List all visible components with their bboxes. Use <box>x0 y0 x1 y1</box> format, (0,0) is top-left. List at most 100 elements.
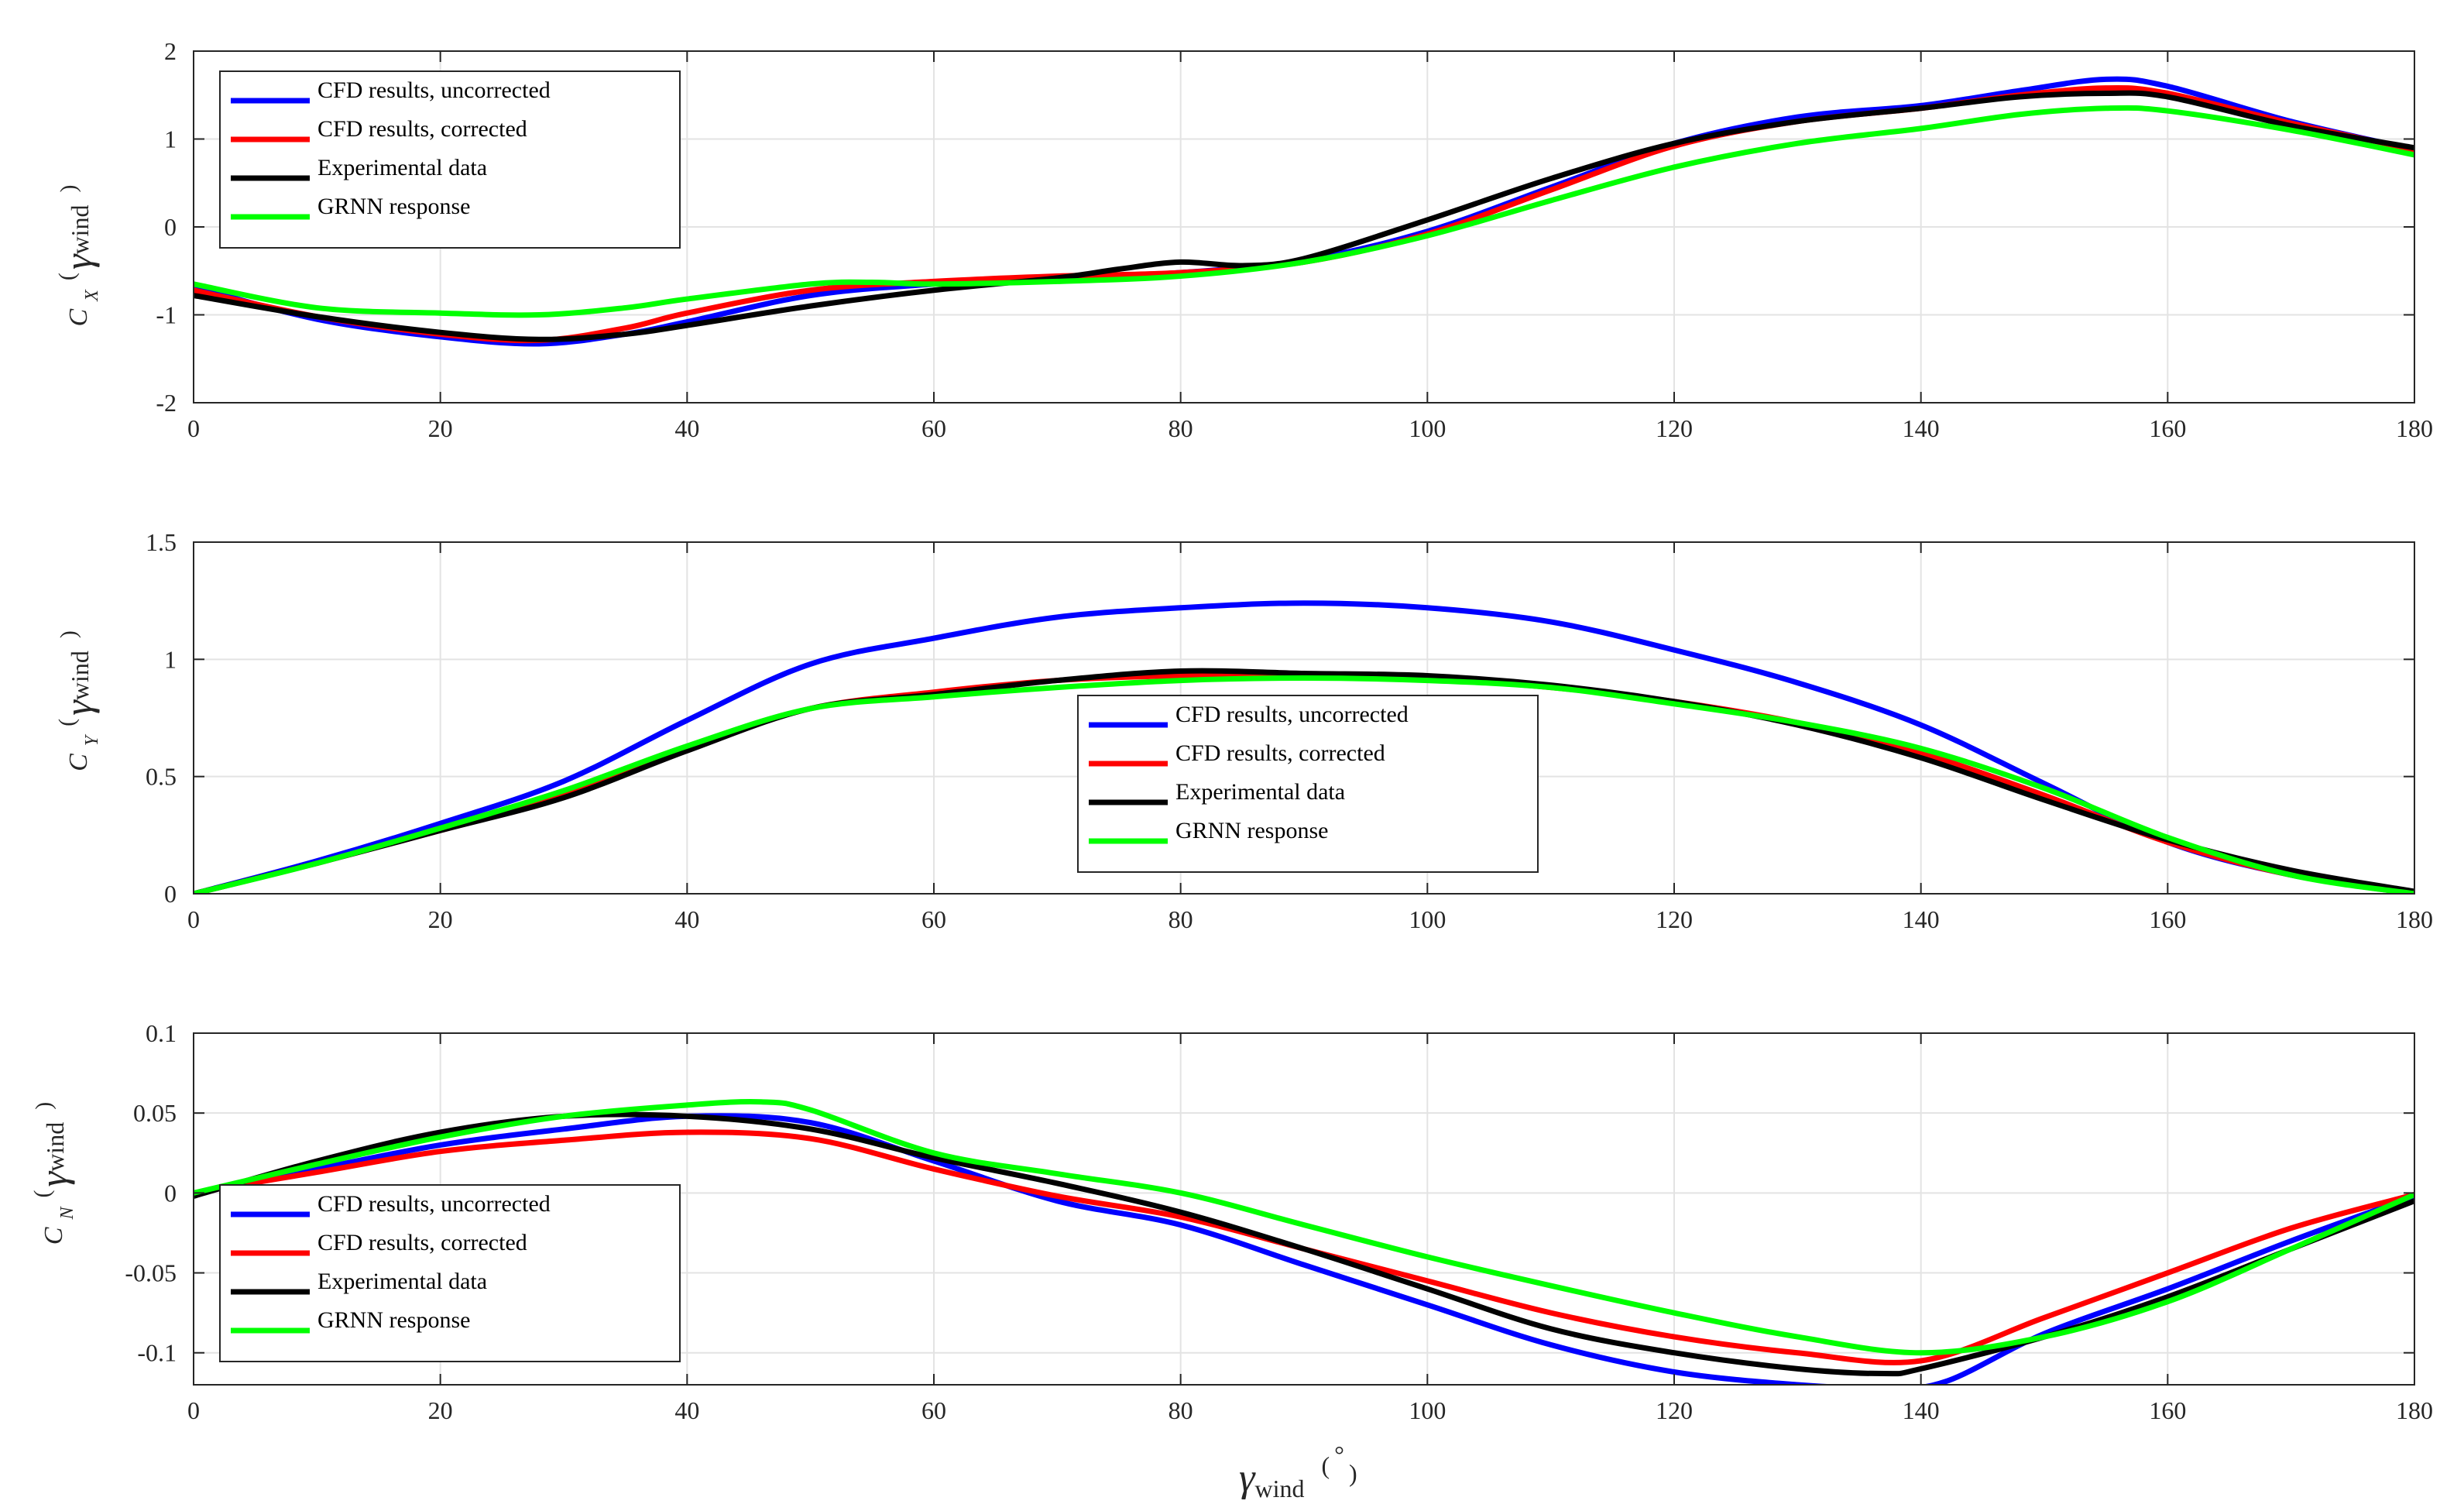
cy-x-tick-label: 20 <box>428 905 453 933</box>
cn-legend-label-0: CFD results, uncorrected <box>317 1191 551 1217</box>
cx-x-tick-label: 80 <box>1169 414 1193 442</box>
cy-x-tick-label: 120 <box>1656 905 1693 933</box>
cn-ylabel-open: ( <box>29 1190 55 1198</box>
cn-panel: 0 20 40 60 80 100 120 140 160 180 -0.1 -0.05 0 0.05 0.… <box>29 1019 2433 1424</box>
cy-x-tick-label: 140 <box>1903 905 1940 933</box>
cy-legend-label-2: Experimental data <box>1175 779 1345 805</box>
cy-x-tick-label: 0 <box>187 905 200 933</box>
cx-series-line-3 <box>194 105 2414 318</box>
cn-x-tick-label: 180 <box>2396 1396 2433 1424</box>
cy-ylabel-sub: Y <box>82 733 102 746</box>
xlabel-unit: ° <box>1334 1441 1344 1468</box>
svg-text:CN(γwind): CN( γwind) <box>29 1102 77 1245</box>
cn-x-tick-label: 120 <box>1656 1396 1693 1424</box>
cn-x-tick-label: 20 <box>428 1396 453 1424</box>
cn-x-tick-label: 40 <box>674 1396 699 1424</box>
cy-legend: CFD results, uncorrected CFD results, cor… <box>1077 695 1539 873</box>
cy-x-tick-label: 60 <box>921 905 946 933</box>
cx-x-tick-label: 100 <box>1409 414 1446 442</box>
cx-legend-label-0: CFD results, uncorrected <box>317 77 551 103</box>
cx-y-tick-label: -2 <box>156 389 177 417</box>
cx-ylabel-c: C <box>64 309 93 327</box>
cx-legend-label-1: CFD results, corrected <box>317 116 527 142</box>
cn-x-tick-label: 140 <box>1903 1396 1940 1424</box>
cn-series-line-0 <box>194 1113 2414 1385</box>
cx-ylabel-gamma: γ <box>57 253 100 270</box>
cy-y-tick-label: 0 <box>164 880 177 908</box>
cy-series-line-3 <box>194 675 2414 894</box>
cn-legend-label-1: CFD results, corrected <box>317 1230 527 1255</box>
cx-y-tick-label: 2 <box>164 37 177 65</box>
x-axis-label: γwind (°) <box>1239 1441 1357 1502</box>
cy-legend-label-0: CFD results, uncorrected <box>1175 702 1409 727</box>
cn-y-tick-label: -0.1 <box>137 1339 177 1367</box>
cn-x-tick-label: 80 <box>1169 1396 1193 1424</box>
cx-x-tick-label: 180 <box>2396 414 2433 442</box>
cx-x-tick-label: 20 <box>428 414 453 442</box>
cx-y-tick-label: 1 <box>164 125 177 153</box>
cy-x-tick-label: 40 <box>674 905 699 933</box>
cn-series-line-3 <box>194 1098 2414 1356</box>
cx-legend: CFD results, uncorrected CFD results, cor… <box>219 70 681 249</box>
cn-x-tick-label: 100 <box>1409 1396 1446 1424</box>
cx-ylabel-wind: wind <box>66 204 94 254</box>
cx-ylabel-close: ) <box>56 184 81 192</box>
cy-legend-label-1: CFD results, corrected <box>1175 740 1385 766</box>
cn-x-tick-label: 160 <box>2149 1396 2186 1424</box>
xlabel-wind: wind <box>1255 1475 1305 1502</box>
cn-ylabel-c: C <box>39 1227 68 1245</box>
cx-ylabel-sub: X <box>82 289 102 302</box>
cx-y-axis-label: CX ( γwind) <box>54 184 102 326</box>
cy-ylabel-c: C <box>64 754 93 771</box>
cy-panel: 0 20 40 60 80 100 120 140 160 180 0 0.5 1 1.5 CY(γwin… <box>54 528 2433 933</box>
cn-ylabel-sub: N <box>57 1206 77 1221</box>
cx-legend-label-2: Experimental data <box>317 155 487 180</box>
cy-ylabel-open: ( <box>54 719 80 726</box>
svg-text:CX(γwind): CX ( γwind) <box>54 184 102 326</box>
cy-ylabel-close: ) <box>56 630 81 638</box>
cn-ylabel-gamma: γ <box>32 1171 75 1187</box>
cx-panel: 0 20 40 60 80 100 120 140 160 180 -2 -1 0 1 2 CX (γwind… <box>54 37 2433 442</box>
cy-x-tick-label: 160 <box>2149 905 2186 933</box>
cn-y-axis-label: CN( γwind) <box>29 1102 77 1245</box>
cy-ylabel-gamma: γ <box>57 699 100 716</box>
svg-text:γwind(°): γwind (°) <box>1239 1441 1357 1502</box>
cy-y-tick-label: 1 <box>164 645 177 673</box>
cy-series-line-0 <box>194 600 2414 894</box>
cy-y-tick-label: 0.5 <box>146 763 177 791</box>
xlabel-gamma: γ <box>1239 1456 1256 1500</box>
cn-x-tick-label: 60 <box>921 1396 946 1424</box>
cy-series-line-2 <box>194 668 2414 894</box>
cx-x-tick-label: 60 <box>921 414 946 442</box>
cx-legend-label-3: GRNN response <box>317 194 470 219</box>
cn-y-tick-label: 0 <box>164 1179 177 1207</box>
cy-x-tick-label: 100 <box>1409 905 1446 933</box>
cx-x-tick-label: 40 <box>674 414 699 442</box>
cn-ylabel-wind: wind <box>41 1122 69 1172</box>
cn-y-tick-label: 0.1 <box>146 1019 177 1047</box>
cx-x-tick-label: 120 <box>1656 414 1693 442</box>
cy-y-axis-label: CY( γwind) <box>54 630 102 771</box>
cn-y-tick-label: -0.05 <box>125 1259 177 1287</box>
cx-y-tick-label: -1 <box>156 301 177 329</box>
cn-x-tick-label: 0 <box>187 1396 200 1424</box>
cn-legend-label-3: GRNN response <box>317 1307 470 1333</box>
cy-x-tick-label: 80 <box>1169 905 1193 933</box>
xlabel-open: ( <box>1322 1451 1330 1479</box>
cn-legend: CFD results, uncorrected CFD results, cor… <box>219 1184 681 1362</box>
svg-text:CY(γwind): CY( γwind) <box>54 630 102 771</box>
cy-ylabel-wind: wind <box>66 651 94 700</box>
cn-legend-label-2: Experimental data <box>317 1269 487 1294</box>
cx-x-tick-label: 0 <box>187 414 200 442</box>
cx-series-line-2 <box>194 90 2414 342</box>
cx-x-tick-label: 140 <box>1903 414 1940 442</box>
cx-y-tick-label: 0 <box>164 213 177 241</box>
cn-ylabel-close: ) <box>31 1102 57 1110</box>
cn-y-tick-label: 0.05 <box>133 1099 177 1127</box>
cy-plot-area <box>193 541 2415 895</box>
xlabel-close: ) <box>1349 1459 1357 1487</box>
cx-ylabel-open: ( <box>54 273 80 280</box>
cn-plot-area <box>193 1032 2415 1386</box>
cy-x-tick-label: 180 <box>2396 905 2433 933</box>
